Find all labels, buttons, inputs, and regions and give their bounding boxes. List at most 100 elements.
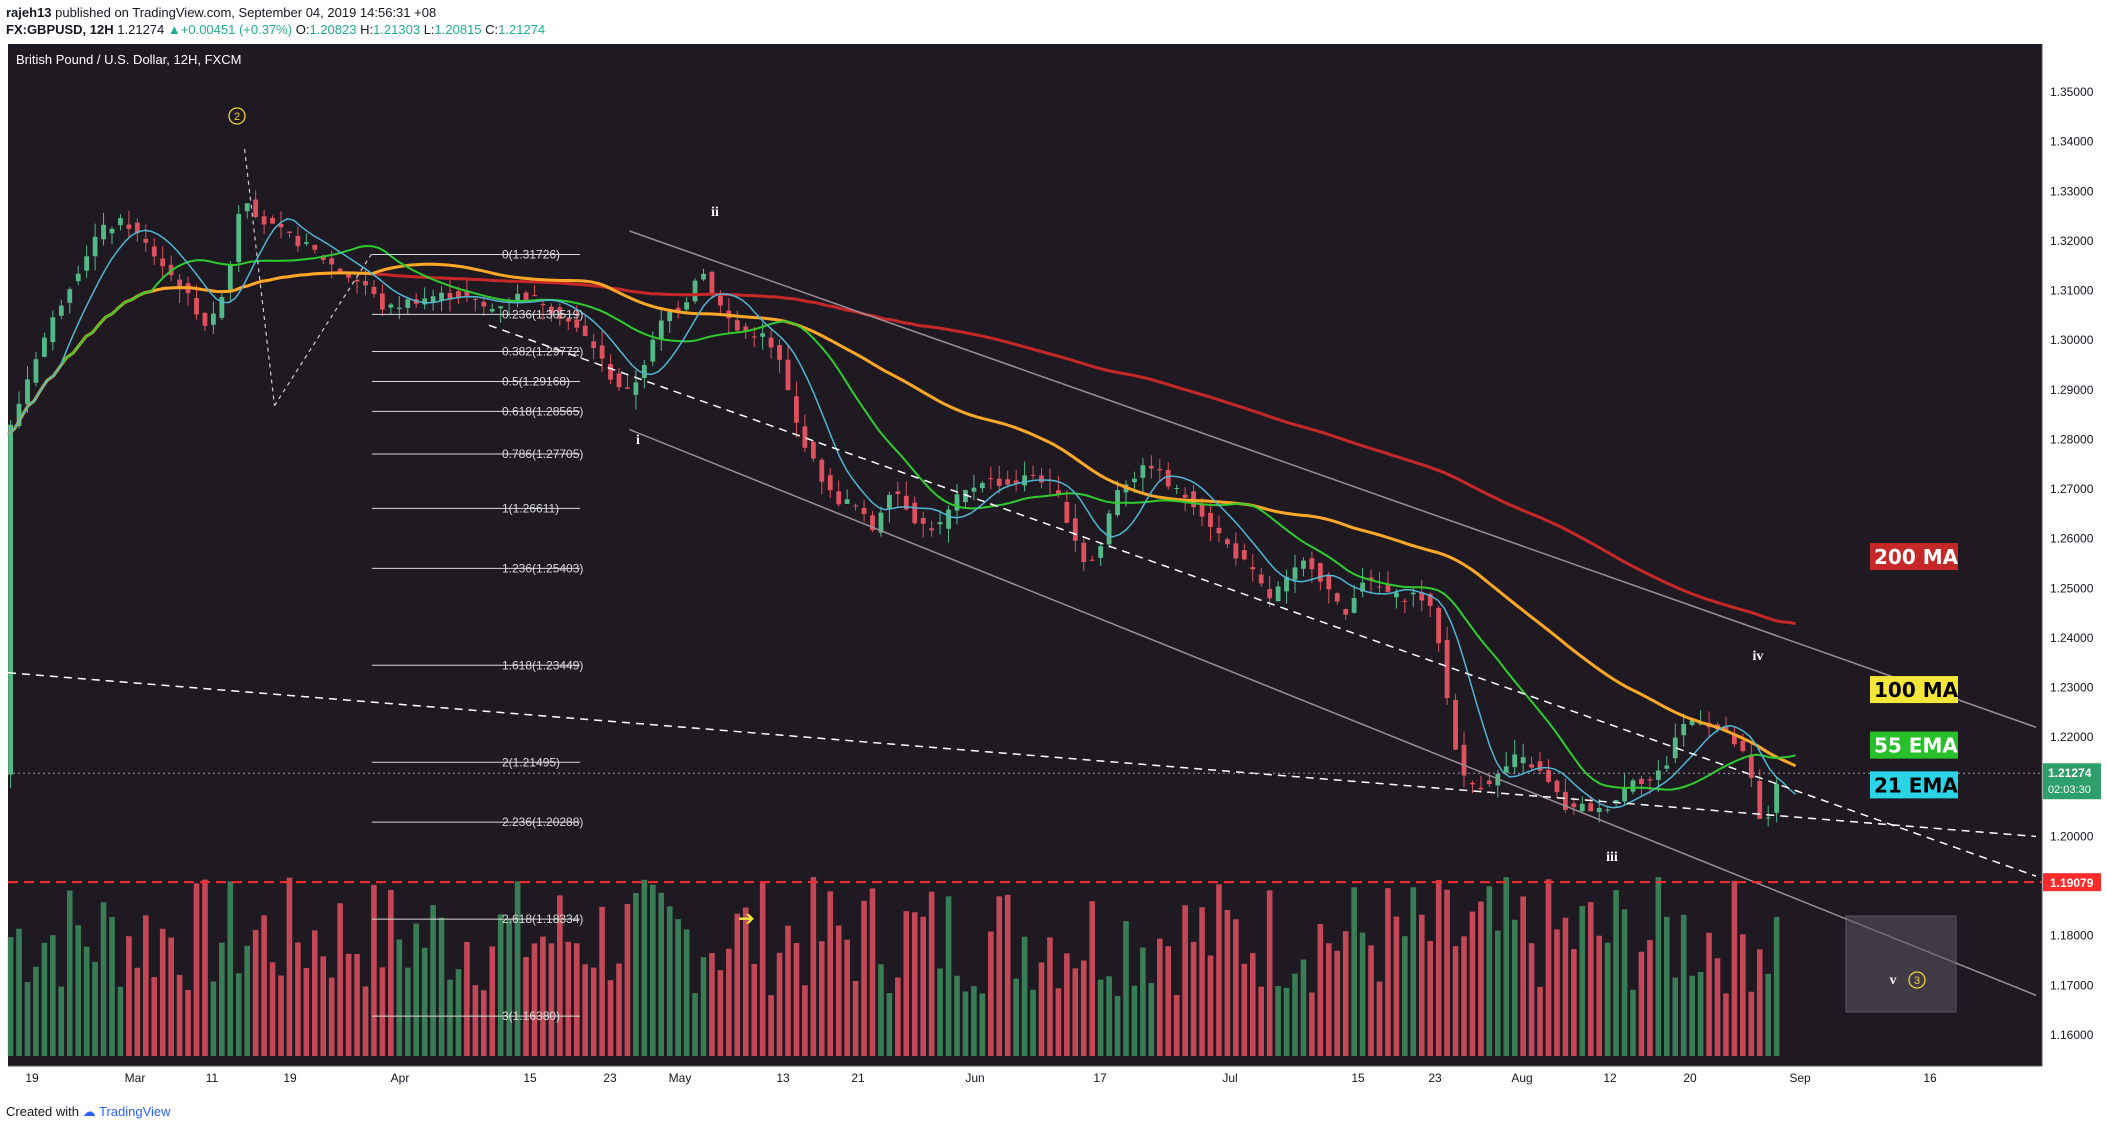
tradingview-brand[interactable]: TradingView: [99, 1104, 171, 1119]
author-name[interactable]: rajeh13: [6, 5, 52, 20]
volume-bar: [1258, 986, 1264, 1056]
volume-bar: [1334, 950, 1341, 1056]
candle-body: [1503, 766, 1509, 773]
volume-bar: [41, 942, 48, 1056]
x-tick-label: Jun: [965, 1071, 984, 1085]
volume-bar: [565, 941, 572, 1056]
volume-bar: [945, 896, 952, 1056]
volume-bar: [709, 953, 715, 1056]
candle-body: [1461, 744, 1467, 776]
fib-anchor-dashed-1: [244, 149, 276, 406]
chart-header: rajeh13 published on TradingView.com, Se…: [0, 0, 2107, 44]
y-tick-label: 1.23000: [2050, 681, 2094, 695]
volume-bar: [1123, 921, 1129, 1056]
candle-body: [261, 216, 267, 225]
volume-bar: [126, 936, 132, 1056]
candle-body: [1351, 598, 1357, 613]
volume-bar: [759, 881, 766, 1056]
volume-bar: [878, 964, 884, 1056]
volume-bar: [235, 973, 242, 1056]
volume-bar: [1723, 993, 1729, 1056]
candle-body: [1605, 809, 1611, 811]
volume-bar: [607, 980, 614, 1056]
chart-area[interactable]: 1.35000 1.34000 1.33000 1.32000 1.31000 1.300…: [0, 44, 2107, 1092]
candle-body: [1588, 803, 1594, 812]
chart-canvas[interactable]: 1.35000 1.34000 1.33000 1.32000 1.31000 1.300…: [0, 44, 2107, 1092]
y-tick-label: 1.22000: [2050, 730, 2094, 744]
volume-bar: [362, 986, 369, 1056]
candle-body: [971, 487, 977, 492]
volume-bar: [1275, 986, 1281, 1056]
fib-level-label: 1.236(1.25403): [502, 561, 583, 575]
volume-bar: [861, 900, 867, 1056]
volume-bar: [1486, 886, 1493, 1056]
volume-bar: [920, 916, 926, 1056]
candle-body: [540, 303, 546, 306]
open-value: 1.20823: [309, 22, 357, 37]
candle-body: [1199, 504, 1205, 517]
trendline-dashed-2: [7, 671, 2037, 838]
candle-body: [574, 319, 580, 328]
volume-bar: [650, 884, 656, 1056]
candle-body: [1326, 574, 1332, 590]
current-price-tag: [2043, 763, 2101, 800]
volume-bar: [1528, 943, 1535, 1056]
volume-bar: [869, 888, 876, 1056]
candle-body: [734, 320, 740, 331]
ema55-line: [7, 244, 1796, 791]
x-tick-label: 13: [776, 1071, 790, 1085]
candle-body: [1630, 780, 1636, 792]
volume-bar: [168, 937, 174, 1056]
candle-body: [1419, 592, 1425, 601]
volume-bar: [396, 939, 403, 1056]
volume-bar: [835, 925, 842, 1056]
volume-bar: [1249, 952, 1256, 1056]
volume-bar: [75, 925, 81, 1056]
x-tick-label: 15: [1351, 1071, 1365, 1085]
trendline-dashed-1: [488, 324, 2037, 877]
candle-body: [616, 373, 622, 388]
tradingview-logo-icon: ☁: [82, 1104, 96, 1119]
open-label: O:: [295, 22, 310, 37]
volume-bar: [33, 966, 39, 1056]
volume-bar: [641, 879, 648, 1056]
volume-bar: [954, 975, 960, 1056]
current-price-label: 1.21274: [2048, 766, 2092, 780]
volume-bar: [16, 928, 22, 1056]
volume-bar: [1478, 901, 1484, 1056]
volume-bar: [633, 892, 639, 1056]
volume-bar: [1393, 916, 1400, 1056]
created-with-text: Created with: [6, 1104, 79, 1119]
volume-bar: [700, 957, 707, 1056]
volume-bar: [66, 890, 73, 1056]
volume-bar: [692, 993, 698, 1056]
candle-body: [109, 228, 115, 234]
candle-body: [253, 199, 259, 218]
volume-bar: [1190, 941, 1197, 1056]
candle-body: [312, 244, 318, 250]
volume-bar: [1554, 929, 1560, 1056]
volume-bar: [481, 990, 487, 1056]
candle-body: [751, 336, 757, 338]
volume-bar: [523, 957, 529, 1056]
candle-body: [1089, 559, 1095, 561]
fib-level-label: 0.5(1.29168): [502, 374, 570, 388]
candle-body: [1655, 770, 1661, 780]
fib-level-label: 0.618(1.28565): [502, 404, 583, 418]
candle-body: [684, 302, 689, 310]
fib-level-label: 3(1.16380): [502, 1009, 560, 1023]
volume-bar: [1706, 932, 1712, 1056]
x-tick-label: 23: [1428, 1071, 1442, 1085]
candle-body: [1056, 490, 1061, 495]
candle-body: [895, 491, 901, 494]
candle-body: [126, 224, 132, 229]
volume-bar: [1596, 935, 1602, 1056]
volume-bar: [252, 929, 259, 1056]
volume-bar: [1587, 902, 1594, 1056]
candle-body: [861, 507, 867, 515]
y-tick-label: 1.27000: [2050, 482, 2094, 496]
ma-label-text: 100 MA: [1874, 678, 1959, 702]
volume-bar: [447, 979, 453, 1056]
volume-bar: [117, 986, 124, 1056]
y-tick-label: 1.17000: [2050, 978, 2094, 992]
